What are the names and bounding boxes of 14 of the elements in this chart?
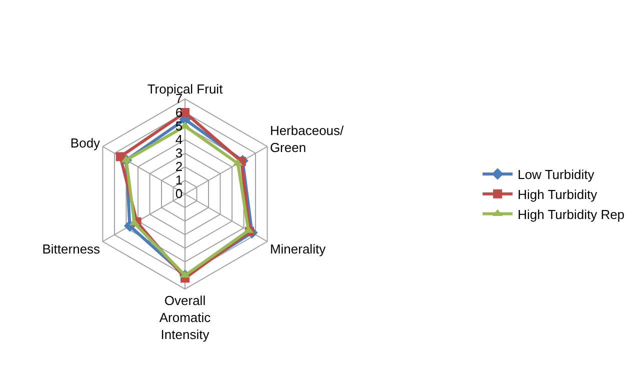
y-tick-label: 5 [175,118,183,134]
legend-label: Low Turbidity [518,167,595,182]
y-tick-label: 3 [175,146,183,161]
spoke-label: Bitterness [42,241,101,256]
y-tick-label: 4 [175,132,183,147]
legend-label: High Turbidity [518,186,598,202]
y-tick-label: 0 [175,186,183,202]
y-tick-label: 1 [175,172,183,188]
spoke-label: Overall Aromatic Intensity [159,293,212,342]
y-tick-label: 2 [175,159,183,174]
spoke-label: Herbaceous/ Green [270,122,344,155]
spoke-label: Body [70,136,101,151]
legend-label: High Turbidity Rep [518,206,625,222]
spoke-label: Minerality [270,241,326,256]
